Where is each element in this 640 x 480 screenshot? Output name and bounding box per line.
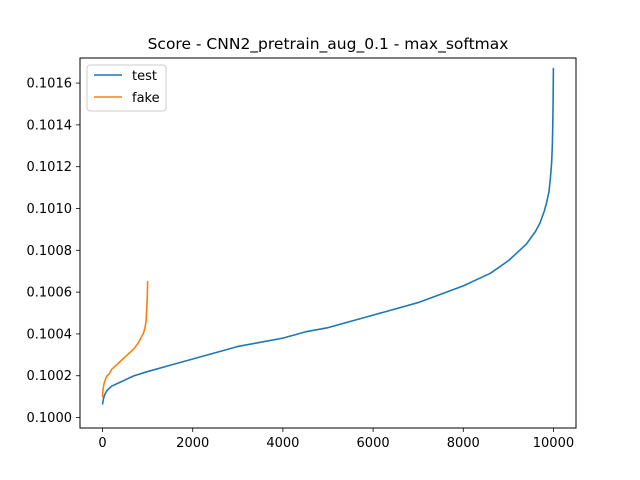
y-tick-label: 0.1000: [27, 411, 73, 426]
series-lines: [101, 67, 555, 405]
plot-area: [79, 57, 577, 429]
axes-frame: [79, 57, 577, 429]
y-tick-label: 0.1012: [27, 160, 73, 175]
y-tick-label: 0.1010: [27, 202, 73, 217]
series-line-fake: [101, 280, 149, 398]
y-tick-label: 0.1002: [27, 369, 73, 384]
legend-label-fake: fake: [132, 91, 160, 106]
y-tick-label: 0.1004: [27, 327, 73, 342]
legend-frame: [86, 64, 167, 112]
legend: test fake: [86, 64, 167, 112]
x-tick-label: 4000: [266, 436, 299, 451]
y-tick-label: 0.1006: [27, 286, 73, 301]
legend-label-test: test: [132, 69, 157, 84]
x-tick-label: 8000: [447, 436, 480, 451]
x-tick-label: 2000: [176, 436, 209, 451]
y-tick-label: 0.1014: [27, 118, 73, 133]
x-tick-label: 10000: [533, 436, 574, 451]
y-tick-label: 0.1016: [27, 77, 73, 92]
series-line-test: [101, 67, 555, 405]
x-tick-label: 0: [98, 436, 106, 451]
axes-background: [80, 58, 576, 428]
chart-title: Score - CNN2_pretrain_aug_0.1 - max_soft…: [148, 35, 509, 54]
x-axis: 0 2000 4000 6000 8000 10000: [98, 428, 574, 451]
x-tick-label: 6000: [357, 436, 390, 451]
y-tick-label: 0.1008: [27, 244, 73, 259]
y-axis: 0.1000 0.1002 0.1004 0.1006 0.1008 0.1010 0.10…: [27, 77, 80, 426]
